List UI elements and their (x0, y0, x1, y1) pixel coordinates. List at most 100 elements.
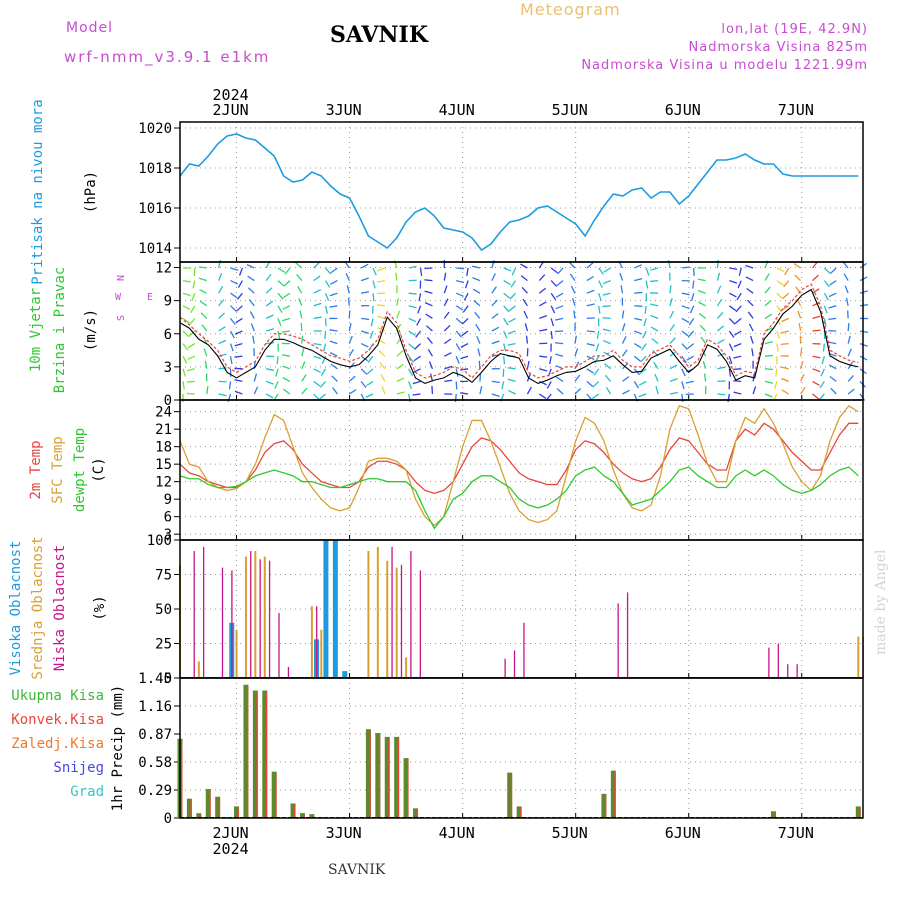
cloud-bar (193, 551, 195, 678)
wind-barb (299, 310, 303, 319)
top-day-label: 5JUN (552, 101, 588, 119)
wind-barb (396, 363, 404, 370)
ytick-label: 75 (155, 568, 172, 584)
wind-barb (818, 393, 825, 401)
wind-barb (366, 368, 374, 375)
wind-barb (396, 391, 405, 395)
wind-barb (643, 318, 647, 327)
bottom-day-label: 4JUN (439, 824, 475, 842)
wind-barb (277, 305, 283, 314)
wind-barb (360, 330, 370, 334)
wind-barb (733, 380, 742, 383)
wind-barb (773, 381, 778, 390)
wind-barb (634, 343, 642, 349)
compass-e: E (147, 292, 153, 303)
wind-barb (189, 317, 196, 325)
wind-barb (253, 386, 259, 395)
wind-barb (828, 364, 837, 370)
wind-barb (503, 343, 507, 352)
wind-barb (471, 265, 481, 269)
wind-barb (229, 343, 234, 352)
wind-barb (650, 303, 659, 307)
wind-barb (829, 375, 837, 382)
wind-barb (634, 305, 643, 307)
temp-unit: (C) (91, 457, 107, 482)
wind-barb (651, 338, 659, 345)
wind-barb (428, 361, 434, 370)
wind-barb (698, 313, 706, 319)
wind-barb (408, 305, 417, 309)
ytick-label: 0 (164, 393, 172, 409)
wind-barb (266, 341, 275, 345)
wind-barb (503, 280, 511, 286)
precip-bar (234, 806, 240, 818)
wind-barb (443, 311, 450, 319)
wind-barb (550, 292, 557, 301)
wind-barb (395, 272, 398, 281)
precip-legend-item: Grad (70, 784, 104, 800)
cloud-bar (504, 658, 506, 678)
wind-barb (361, 291, 370, 294)
wind-barb (764, 286, 771, 294)
wind-barb (282, 305, 291, 310)
wind-barb (539, 315, 548, 320)
wind-barb (455, 368, 459, 377)
wind-barb (472, 276, 481, 282)
wind-barb (218, 339, 227, 345)
wind-barb (491, 393, 500, 397)
wind-barb (182, 355, 188, 364)
wind-barb (733, 342, 742, 348)
cloud-bar (768, 647, 770, 678)
precip-conv-bar (510, 774, 513, 818)
wind-barb (462, 305, 469, 313)
wind-barb (669, 297, 673, 306)
wind-barb (596, 330, 600, 339)
wind-barb (348, 310, 351, 319)
wind-barb (265, 328, 275, 332)
wind-barb (324, 292, 330, 301)
wind-barb (586, 342, 595, 347)
precip-conv-bar (294, 805, 296, 818)
wind-barb (218, 353, 227, 357)
wind-barb (539, 380, 547, 386)
wind-barb (859, 342, 868, 347)
wind-barb (734, 317, 742, 325)
pressure-grid: 1020 1018 1016 1014 (138, 121, 863, 262)
wind-barb (669, 324, 675, 332)
wind-barb (408, 330, 416, 336)
wind-barb (329, 340, 338, 345)
wind-barb (348, 335, 353, 344)
ytick-label: 12 (155, 261, 172, 277)
wind-barb (330, 363, 338, 370)
bottom-day-label: 5JUN (552, 824, 588, 842)
wind-barb (644, 305, 647, 314)
wind-barb (571, 297, 576, 306)
cloud-bar (197, 661, 200, 678)
wind-barb (586, 380, 594, 388)
wind-barb (424, 279, 433, 282)
wind-barb (697, 278, 706, 282)
wind-barb (277, 292, 284, 300)
wind-barb (681, 317, 690, 323)
wind-barb (812, 315, 821, 320)
wind-barb (781, 317, 789, 323)
wind-barb (507, 367, 516, 370)
wind-barb (538, 301, 547, 307)
precip-conv-bar (416, 810, 418, 818)
cloud-bar (391, 546, 393, 678)
wind-barb (550, 318, 555, 327)
wind-barb (823, 318, 827, 327)
wind-barb (776, 330, 781, 339)
wind-barb (508, 389, 516, 395)
wind-barb (282, 377, 291, 382)
wind-barb (301, 387, 308, 395)
precip-bar (309, 814, 315, 818)
wind-barb (253, 373, 258, 382)
wind-barb (799, 348, 803, 357)
precip-frame (179, 677, 864, 819)
wind-barb (236, 305, 243, 312)
wind-barb (474, 311, 481, 319)
wind-barb (206, 385, 209, 395)
wind-barb (820, 368, 825, 377)
wind-barb (780, 366, 789, 370)
